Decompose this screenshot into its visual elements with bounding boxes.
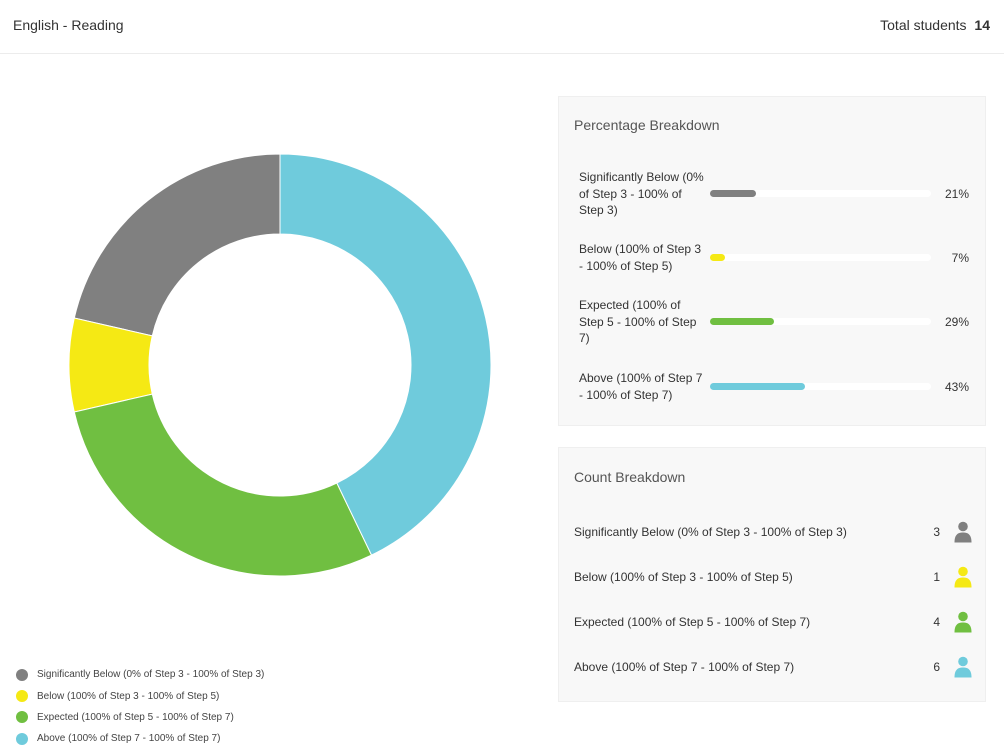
count-value: 4 xyxy=(933,615,940,629)
percentage-value: 29% xyxy=(944,314,969,329)
legend-dot xyxy=(16,668,28,681)
count-breakdown-title: Count Breakdown xyxy=(574,469,686,485)
count-row: Above (100% of Step 7 - 100% of Step 7) … xyxy=(574,655,972,679)
progress-bar-track xyxy=(710,383,931,390)
count-row-label: Expected (100% of Step 5 - 100% of Step … xyxy=(574,615,811,629)
percentage-value: 7% xyxy=(951,250,969,265)
percentage-row: Above (100% of Step 7 - 100% of Step 7) … xyxy=(579,370,969,403)
legend-label: Above (100% of Step 7 - 100% of Step 7) xyxy=(37,733,221,745)
legend-dot xyxy=(16,732,28,745)
legend-label: Below (100% of Step 3 - 100% of Step 5) xyxy=(37,690,220,702)
person-icon xyxy=(954,656,972,678)
percentage-row: Significantly Below (0% of Step 3 - 100%… xyxy=(579,169,969,219)
total-students-count: 14 xyxy=(974,17,990,33)
subject-title: English - Reading xyxy=(13,17,124,33)
donut-slice-significantly-below[interactable] xyxy=(73,153,281,337)
legend-dot xyxy=(16,711,28,724)
person-icon xyxy=(954,611,972,633)
total-students-label: Total students xyxy=(880,17,967,33)
progress-bar-track xyxy=(710,318,931,326)
count-value: 6 xyxy=(933,660,940,674)
percentage-row-label: Significantly Below (0% of Step 3 - 100%… xyxy=(579,170,704,217)
legend-item[interactable]: Expected (100% of Step 5 - 100% of Step … xyxy=(16,707,264,728)
page-header: English - Reading Total students 14 xyxy=(0,0,1004,54)
count-value: 3 xyxy=(933,525,940,539)
total-students: Total students 14 xyxy=(880,17,990,33)
legend-dot xyxy=(16,690,28,703)
percentage-breakdown-title: Percentage Breakdown xyxy=(574,117,720,133)
percentage-value: 21% xyxy=(944,186,969,201)
percentage-row-label: Below (100% of Step 3 - 100% of Step 5) xyxy=(579,242,702,273)
percentage-row: Below (100% of Step 3 - 100% of Step 5) … xyxy=(579,241,969,274)
legend-label: Expected (100% of Step 5 - 100% of Step … xyxy=(37,711,234,723)
person-icon xyxy=(954,521,972,543)
person-icon xyxy=(954,566,972,588)
legend-label: Significantly Below (0% of Step 3 - 100%… xyxy=(37,669,265,681)
count-breakdown-panel: Count Breakdown Significantly Below (0% … xyxy=(558,447,986,702)
legend-item[interactable]: Below (100% of Step 3 - 100% of Step 5) xyxy=(16,685,264,706)
progress-bar-fill xyxy=(710,190,757,198)
progress-bar-track xyxy=(710,190,931,198)
count-row-label: Below (100% of Step 3 - 100% of Step 5) xyxy=(574,570,793,584)
donut-chart xyxy=(68,153,492,577)
count-row-label: Above (100% of Step 7 - 100% of Step 7) xyxy=(574,660,795,674)
progress-bar-fill xyxy=(710,318,775,326)
count-value: 1 xyxy=(933,570,940,584)
percentage-breakdown-panel: Percentage Breakdown Significantly Below… xyxy=(558,96,986,426)
chart-legend: Significantly Below (0% of Step 3 - 100%… xyxy=(16,664,264,750)
count-row: Significantly Below (0% of Step 3 - 100%… xyxy=(574,520,972,544)
progress-bar-fill xyxy=(710,383,806,390)
donut-slice-above[interactable] xyxy=(279,153,492,556)
count-row-label: Significantly Below (0% of Step 3 - 100%… xyxy=(574,525,847,539)
percentage-row-label: Expected (100% of Step 5 - 100% of Step … xyxy=(579,298,697,345)
percentage-value: 43% xyxy=(944,379,969,394)
legend-item[interactable]: Above (100% of Step 7 - 100% of Step 7) xyxy=(16,728,264,749)
count-row: Below (100% of Step 3 - 100% of Step 5) … xyxy=(574,565,972,589)
progress-bar-fill xyxy=(710,254,726,261)
legend-item[interactable]: Significantly Below (0% of Step 3 - 100%… xyxy=(16,664,264,685)
count-row: Expected (100% of Step 5 - 100% of Step … xyxy=(574,610,972,634)
progress-bar-track xyxy=(710,254,931,261)
percentage-row-label: Above (100% of Step 7 - 100% of Step 7) xyxy=(579,371,703,402)
percentage-row: Expected (100% of Step 5 - 100% of Step … xyxy=(579,297,969,347)
donut-slice-expected[interactable] xyxy=(73,393,373,577)
